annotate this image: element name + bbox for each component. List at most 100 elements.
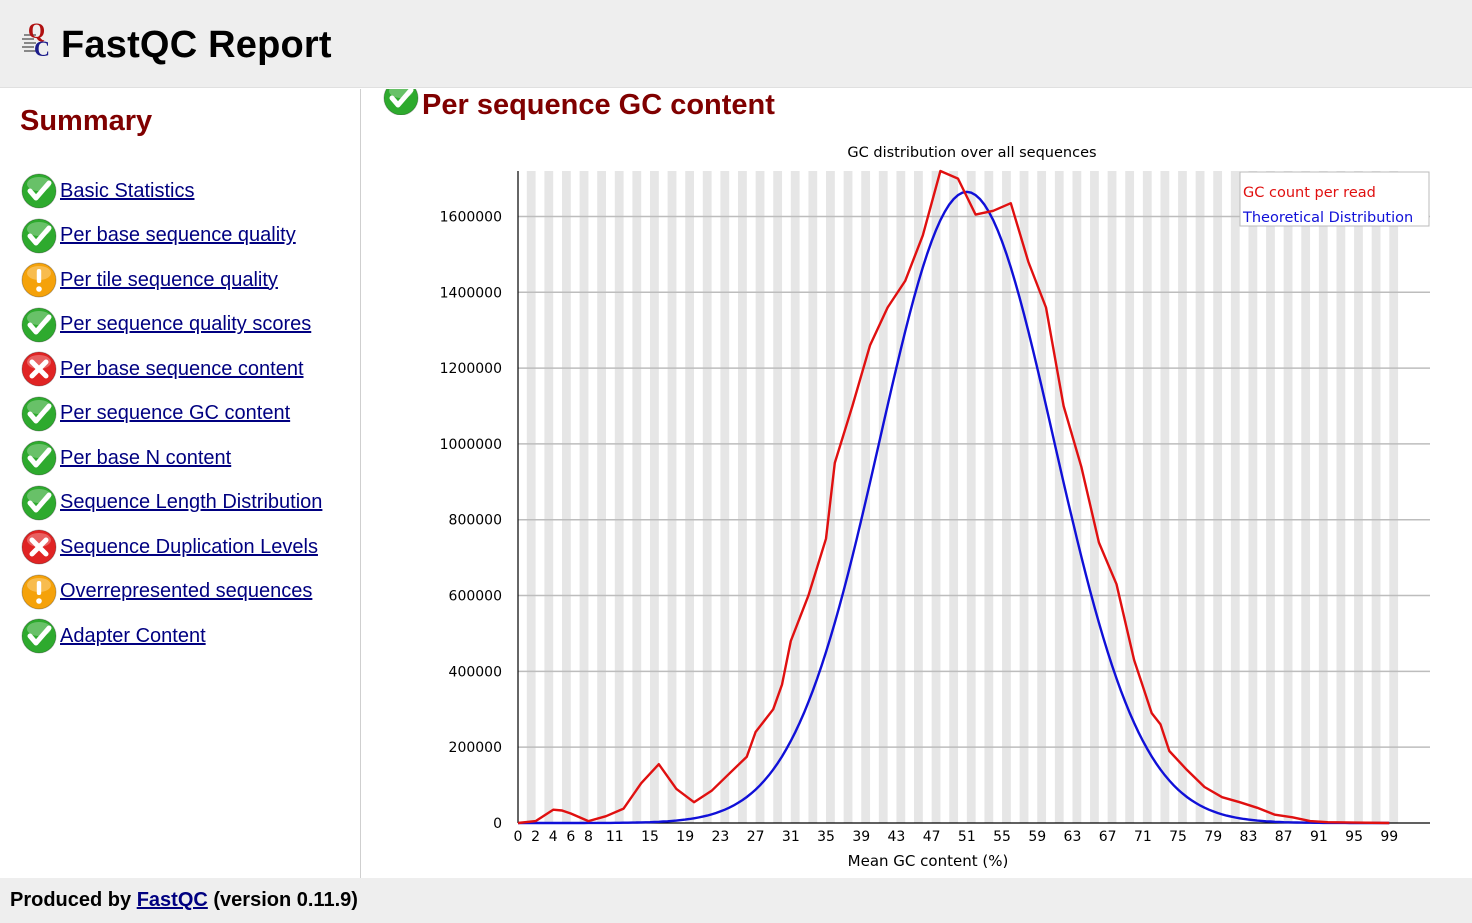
x-tick-label: 19: [676, 829, 694, 845]
y-tick-label: 800000: [449, 513, 502, 529]
chart-band: [1318, 171, 1328, 823]
x-tick-label: 47: [923, 829, 941, 845]
module-link[interactable]: Per tile sequence quality: [60, 268, 278, 291]
chart-band: [1266, 171, 1275, 823]
cross-icon: [21, 351, 57, 387]
x-tick-label: 59: [1028, 829, 1046, 845]
module-link[interactable]: Overrepresented sequences: [60, 580, 313, 603]
module-link[interactable]: Sequence Length Distribution: [60, 491, 323, 514]
fastqc-logo-icon: Q C: [22, 20, 50, 60]
chart-band: [650, 171, 659, 823]
check-icon: [21, 618, 57, 654]
footer-text: Produced by FastQC (version 0.11.9): [10, 889, 358, 912]
chart-band: [1213, 171, 1223, 823]
module-link[interactable]: Adapter Content: [60, 624, 206, 647]
chart-band: [984, 171, 994, 823]
module-item: Per base sequence content: [20, 347, 322, 392]
module-link[interactable]: Sequence Duplication Levels: [60, 535, 318, 558]
report-header: Q C FastQC Report: [0, 0, 1472, 88]
module-item: Basic Statistics: [20, 169, 322, 214]
chart-band: [1090, 171, 1099, 823]
x-tick-label: 27: [747, 829, 765, 845]
chart-band: [667, 171, 677, 823]
chart-band: [1037, 171, 1047, 823]
legend-theoretical-label: Theoretical Distribution: [1242, 210, 1413, 226]
x-tick-label: 55: [993, 829, 1011, 845]
chart-band: [1142, 171, 1152, 823]
chart-band: [1389, 171, 1399, 823]
module-item: Per base N content: [20, 436, 322, 481]
x-tick-label: 2: [531, 829, 540, 845]
chart-band: [720, 171, 730, 823]
x-tick-label: 0: [514, 829, 523, 845]
module-link[interactable]: Per sequence GC content: [60, 402, 291, 425]
exclamation-icon: [21, 262, 57, 298]
exclamation-icon: [21, 574, 57, 610]
report-title: FastQC Report: [61, 24, 332, 66]
check-icon: [21, 440, 57, 476]
x-tick-label: 67: [1099, 829, 1117, 845]
y-tick-label: 0: [493, 816, 502, 832]
chart-band: [1336, 171, 1346, 823]
footer-version: (version 0.11.9): [213, 889, 358, 911]
y-tick-label: 1600000: [440, 209, 502, 225]
summary-heading: Summary: [20, 105, 153, 137]
chart-band: [562, 171, 571, 823]
x-axis-title: Mean GC content (%): [848, 852, 1009, 870]
y-tick-label: 1200000: [440, 361, 502, 377]
chart-band: [790, 171, 800, 823]
chart-band: [597, 171, 607, 823]
y-tick-label: 200000: [449, 740, 502, 756]
y-tick-label: 1400000: [440, 285, 502, 301]
module-link[interactable]: Per base N content: [60, 446, 232, 469]
module-item: Sequence Duplication Levels: [20, 525, 322, 570]
x-tick-label: 71: [1134, 829, 1152, 845]
summary-sidebar: Summary Basic Statistics Per base sequenc…: [0, 89, 361, 878]
chart-band: [1283, 171, 1293, 823]
x-tick-label: 95: [1345, 829, 1363, 845]
module-item: Per sequence GC content: [20, 392, 322, 437]
module-link[interactable]: Per base sequence content: [60, 357, 304, 380]
x-tick-label: 4: [549, 829, 558, 845]
main-content: Per sequence GC content 0 200000 400000 600…: [362, 89, 1472, 878]
chart-band: [1125, 171, 1135, 823]
gc-content-chart: 0 200000 400000 600000 800000 1000000 1200000 1…: [440, 145, 1430, 870]
x-tick-label: 35: [817, 829, 835, 845]
cross-icon: [21, 529, 57, 565]
module-item: Per base sequence quality: [20, 214, 322, 259]
chart-band: [1301, 171, 1311, 823]
chart-band: [702, 171, 712, 823]
check-icon: [21, 396, 57, 432]
x-tick-label: 31: [782, 829, 800, 845]
svg-text:C: C: [34, 36, 50, 60]
module-item: Per tile sequence quality: [20, 258, 322, 303]
x-tick-label: 39: [852, 829, 870, 845]
module-link[interactable]: Per sequence quality scores: [60, 313, 312, 336]
chart-band: [949, 171, 959, 823]
svg-text:Q: Q: [28, 20, 45, 43]
chart-band: [1019, 171, 1029, 823]
chart-title: GC distribution over all sequences: [847, 145, 1096, 161]
chart-band: [1054, 171, 1064, 823]
x-tick-label: 23: [712, 829, 730, 845]
module-link[interactable]: Basic Statistics: [60, 179, 195, 202]
check-icon: [21, 485, 57, 521]
series-theoretical-line: [518, 190, 1390, 825]
legend-box: [1239, 171, 1430, 227]
chart-band: [808, 171, 818, 823]
chart-band: [773, 171, 783, 823]
x-tick-label: 63: [1064, 829, 1082, 845]
chart-band: [878, 171, 888, 823]
module-link[interactable]: Per base sequence quality: [60, 224, 296, 247]
x-tick-label: 43: [888, 829, 906, 845]
chart-band: [931, 171, 941, 823]
y-tick-label: 600000: [449, 589, 502, 605]
chart-band: [1195, 171, 1205, 823]
check-icon: [21, 218, 57, 254]
chart-band: [1002, 171, 1011, 823]
chart-band: [1371, 171, 1381, 823]
chart-band: [914, 171, 923, 823]
fastqc-link[interactable]: FastQC: [136, 889, 208, 911]
x-tick-label: 6: [566, 829, 575, 845]
y-tick-label: 400000: [449, 664, 502, 680]
